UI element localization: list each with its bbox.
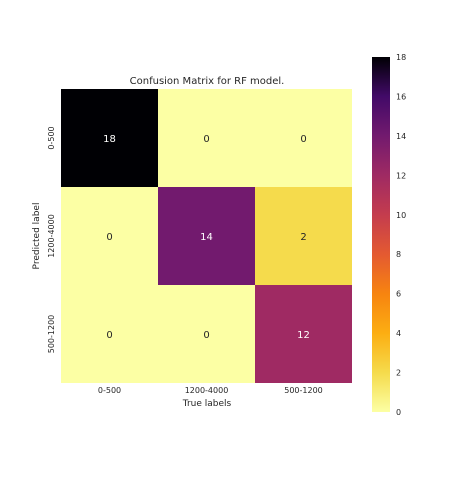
heatmap-cell bbox=[61, 285, 158, 383]
y-tick-label: 1200-4000 bbox=[47, 214, 56, 258]
heatmap-cell bbox=[255, 285, 352, 383]
y-tick-label: 0-500 bbox=[47, 126, 56, 149]
y-axis-label: Predicted label bbox=[32, 203, 42, 270]
x-tick-label: 500-1200 bbox=[284, 386, 323, 395]
heatmap-cell bbox=[158, 285, 255, 383]
cell-value-label: 0 bbox=[203, 330, 209, 341]
cell-value-label: 0 bbox=[106, 232, 112, 243]
colorbar-tick-label: 6 bbox=[396, 290, 401, 299]
cell-value-label: 0 bbox=[106, 330, 112, 341]
cell-value-label: 0 bbox=[300, 134, 306, 145]
x-tick-label: 1200-4000 bbox=[185, 386, 229, 395]
cell-value-label: 12 bbox=[297, 330, 310, 341]
y-tick-label: 500-1200 bbox=[47, 315, 56, 354]
colorbar-tick-label: 14 bbox=[396, 132, 406, 141]
chart-title: Confusion Matrix for RF model. bbox=[130, 76, 285, 87]
cell-annotations: 18 0 0 0 14 2 0 0 12 bbox=[103, 134, 310, 341]
heatmap-cell bbox=[61, 187, 158, 285]
heatmap-cell bbox=[158, 89, 255, 187]
cell-value-label: 0 bbox=[203, 134, 209, 145]
cell-value-label: 18 bbox=[103, 134, 116, 145]
colorbar-tick-labels: 0 2 4 6 8 10 12 14 16 18 bbox=[396, 53, 406, 417]
colorbar-tick-label: 18 bbox=[396, 53, 406, 62]
colorbar-tick-label: 4 bbox=[396, 329, 401, 338]
colorbar-tick-label: 12 bbox=[396, 171, 406, 180]
heatmap-cell bbox=[255, 89, 352, 187]
colorbar-tick-label: 0 bbox=[396, 408, 401, 417]
colorbar-tick-label: 8 bbox=[396, 250, 401, 259]
x-axis-label: True labels bbox=[182, 399, 232, 409]
cell-value-label: 2 bbox=[300, 232, 306, 243]
colorbar bbox=[372, 57, 390, 412]
y-tick-labels: 0-500 1200-4000 500-1200 bbox=[47, 126, 56, 353]
cell-value-label: 14 bbox=[200, 232, 213, 243]
heatmap-cell bbox=[255, 187, 352, 285]
heatmap-cells bbox=[61, 89, 352, 383]
x-tick-label: 0-500 bbox=[98, 386, 121, 395]
colorbar-tick-label: 10 bbox=[396, 211, 406, 220]
heatmap-cell bbox=[158, 187, 255, 285]
colorbar-tick-label: 2 bbox=[396, 369, 401, 378]
colorbar-tick-label: 16 bbox=[396, 92, 406, 101]
heatmap-cell bbox=[61, 89, 158, 187]
x-tick-labels: 0-500 1200-4000 500-1200 bbox=[98, 386, 323, 395]
